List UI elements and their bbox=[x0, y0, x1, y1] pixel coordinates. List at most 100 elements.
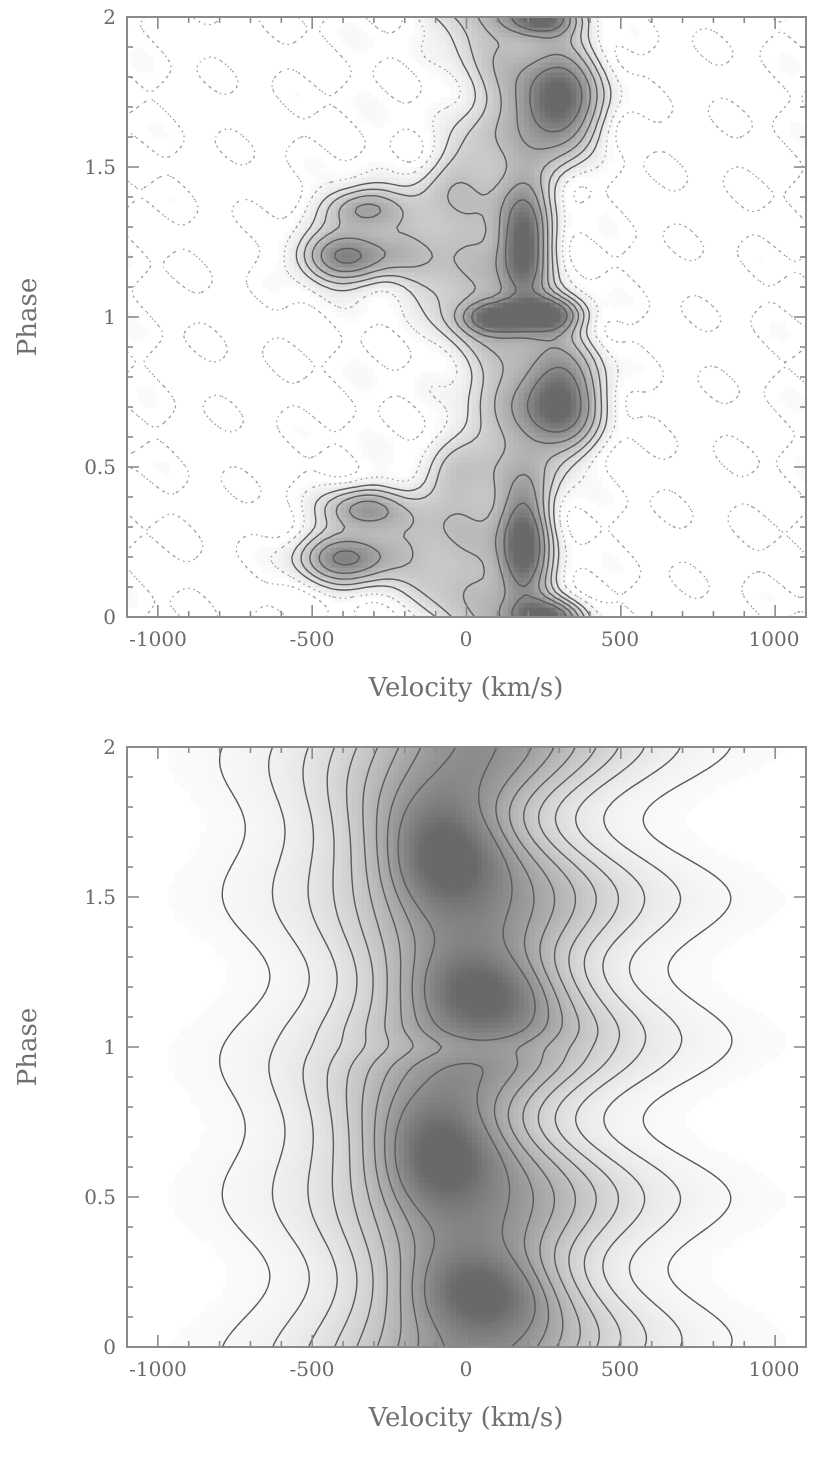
heatmap-cell bbox=[597, 307, 603, 313]
heatmap-cell bbox=[435, 612, 441, 618]
heatmap-cell bbox=[607, 557, 614, 563]
heatmap-cell bbox=[461, 362, 468, 368]
heatmap-cell bbox=[591, 467, 598, 473]
heatmap-cell bbox=[419, 167, 426, 173]
heatmap-cell bbox=[471, 132, 478, 138]
heatmap-cell bbox=[565, 357, 572, 363]
heatmap-cell bbox=[513, 172, 520, 178]
heatmap-cell bbox=[513, 372, 520, 378]
heatmap-cell bbox=[456, 417, 462, 423]
heatmap-cell bbox=[435, 462, 441, 468]
heatmap-cell bbox=[367, 537, 374, 543]
heatmap-cell bbox=[607, 297, 614, 303]
heatmap-cell bbox=[377, 222, 384, 228]
heatmap-cell bbox=[800, 407, 807, 413]
heatmap-cell bbox=[419, 377, 426, 383]
heatmap-cell bbox=[382, 452, 389, 458]
heatmap-cell bbox=[450, 342, 457, 348]
heatmap-cell bbox=[377, 247, 384, 253]
heatmap-cell bbox=[424, 272, 431, 278]
heatmap-cell bbox=[309, 282, 316, 288]
heatmap-cell bbox=[591, 302, 598, 308]
heatmap-cell bbox=[586, 462, 593, 468]
heatmap-cell bbox=[445, 362, 452, 368]
heatmap-cell bbox=[393, 302, 400, 308]
heatmap-cell bbox=[570, 177, 577, 183]
heatmap-cell bbox=[435, 347, 441, 353]
heatmap-cell bbox=[503, 172, 509, 178]
heatmap-cell bbox=[456, 122, 462, 128]
heatmap-cell bbox=[456, 97, 462, 103]
heatmap-cell bbox=[403, 257, 410, 263]
heatmap-cell bbox=[482, 167, 488, 173]
heatmap-cell bbox=[555, 387, 562, 393]
heatmap-cell bbox=[492, 342, 499, 348]
heatmap-cell bbox=[492, 217, 499, 223]
heatmap-cell bbox=[492, 477, 499, 483]
heatmap-cell bbox=[304, 232, 311, 238]
heatmap-cell bbox=[393, 527, 400, 533]
heatmap-cell bbox=[362, 217, 368, 223]
heatmap-cell bbox=[581, 487, 588, 493]
heatmap-cell bbox=[414, 187, 421, 193]
heatmap-cell bbox=[466, 597, 473, 603]
heatmap-cell bbox=[560, 492, 567, 498]
heatmap-cell bbox=[294, 237, 300, 243]
heatmap-cell bbox=[497, 222, 504, 228]
heatmap-cell bbox=[529, 102, 535, 108]
heatmap-cell bbox=[424, 382, 431, 388]
heatmap-cell bbox=[424, 562, 431, 568]
heatmap-cell bbox=[476, 482, 483, 488]
heatmap-cell bbox=[372, 267, 379, 273]
heatmap-cell bbox=[539, 587, 546, 593]
heatmap-cell bbox=[393, 557, 400, 563]
heatmap-cell bbox=[503, 462, 509, 468]
heatmap-cell bbox=[372, 557, 379, 563]
heatmap-cell bbox=[523, 177, 530, 183]
heatmap-cell bbox=[398, 232, 405, 238]
heatmap-cell bbox=[330, 527, 337, 533]
heatmap-cell bbox=[466, 317, 473, 323]
heatmap-cell bbox=[497, 577, 504, 583]
heatmap-cell bbox=[341, 532, 347, 538]
heatmap-cell bbox=[440, 177, 447, 183]
heatmap-cell bbox=[508, 377, 515, 383]
heatmap-cell bbox=[800, 137, 807, 143]
heatmap-cell bbox=[555, 212, 562, 218]
heatmap-cell bbox=[487, 397, 494, 403]
heatmap-cell bbox=[539, 142, 546, 148]
heatmap-cell bbox=[393, 482, 400, 488]
heatmap-cell bbox=[393, 202, 400, 208]
heatmap-cell bbox=[435, 217, 441, 223]
heatmap-cell bbox=[362, 172, 368, 178]
heatmap-cell bbox=[534, 467, 541, 473]
heatmap-cell bbox=[555, 102, 562, 108]
heatmap-cell bbox=[372, 507, 379, 513]
heatmap-cell bbox=[623, 357, 630, 363]
heatmap-cell bbox=[341, 262, 347, 268]
heatmap-cell bbox=[607, 102, 614, 108]
heatmap-cell bbox=[586, 432, 593, 438]
heatmap-cell bbox=[544, 132, 551, 138]
heatmap-cell bbox=[591, 417, 598, 423]
heatmap-cell bbox=[800, 197, 807, 203]
heatmap-cell bbox=[487, 287, 494, 293]
heatmap-cell bbox=[482, 377, 488, 383]
heatmap-cell bbox=[414, 567, 421, 573]
heatmap-cell bbox=[508, 232, 515, 238]
heatmap-cell bbox=[440, 217, 447, 223]
heatmap-cell bbox=[315, 167, 321, 173]
heatmap-cell bbox=[429, 552, 436, 558]
heatmap-cell bbox=[529, 147, 535, 153]
heatmap-cell bbox=[586, 107, 593, 113]
heatmap-cell bbox=[534, 127, 541, 133]
heatmap-cell bbox=[372, 447, 379, 453]
heatmap-cell bbox=[482, 507, 488, 513]
heatmap-cell bbox=[330, 582, 337, 588]
heatmap-cell bbox=[382, 517, 389, 523]
heatmap-cell bbox=[127, 252, 133, 258]
heatmap-cell bbox=[424, 457, 431, 463]
heatmap-cell bbox=[570, 127, 577, 133]
heatmap-cell bbox=[539, 367, 546, 373]
heatmap-cell bbox=[367, 272, 374, 278]
